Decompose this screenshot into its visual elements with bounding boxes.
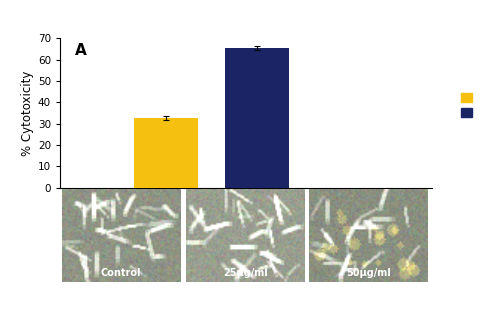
Bar: [134, 118, 198, 188]
Bar: [225, 48, 288, 188]
Text: 25µg/ml: 25µg/ml: [223, 268, 268, 278]
Text: 50µg/ml: 50µg/ml: [346, 268, 391, 278]
Y-axis label: % Cytotoxicity: % Cytotoxicity: [21, 70, 34, 156]
Text: A: A: [75, 43, 86, 58]
Legend: 25µg, 50µg: 25µg, 50µg: [459, 91, 480, 120]
Text: Control: Control: [101, 268, 141, 278]
